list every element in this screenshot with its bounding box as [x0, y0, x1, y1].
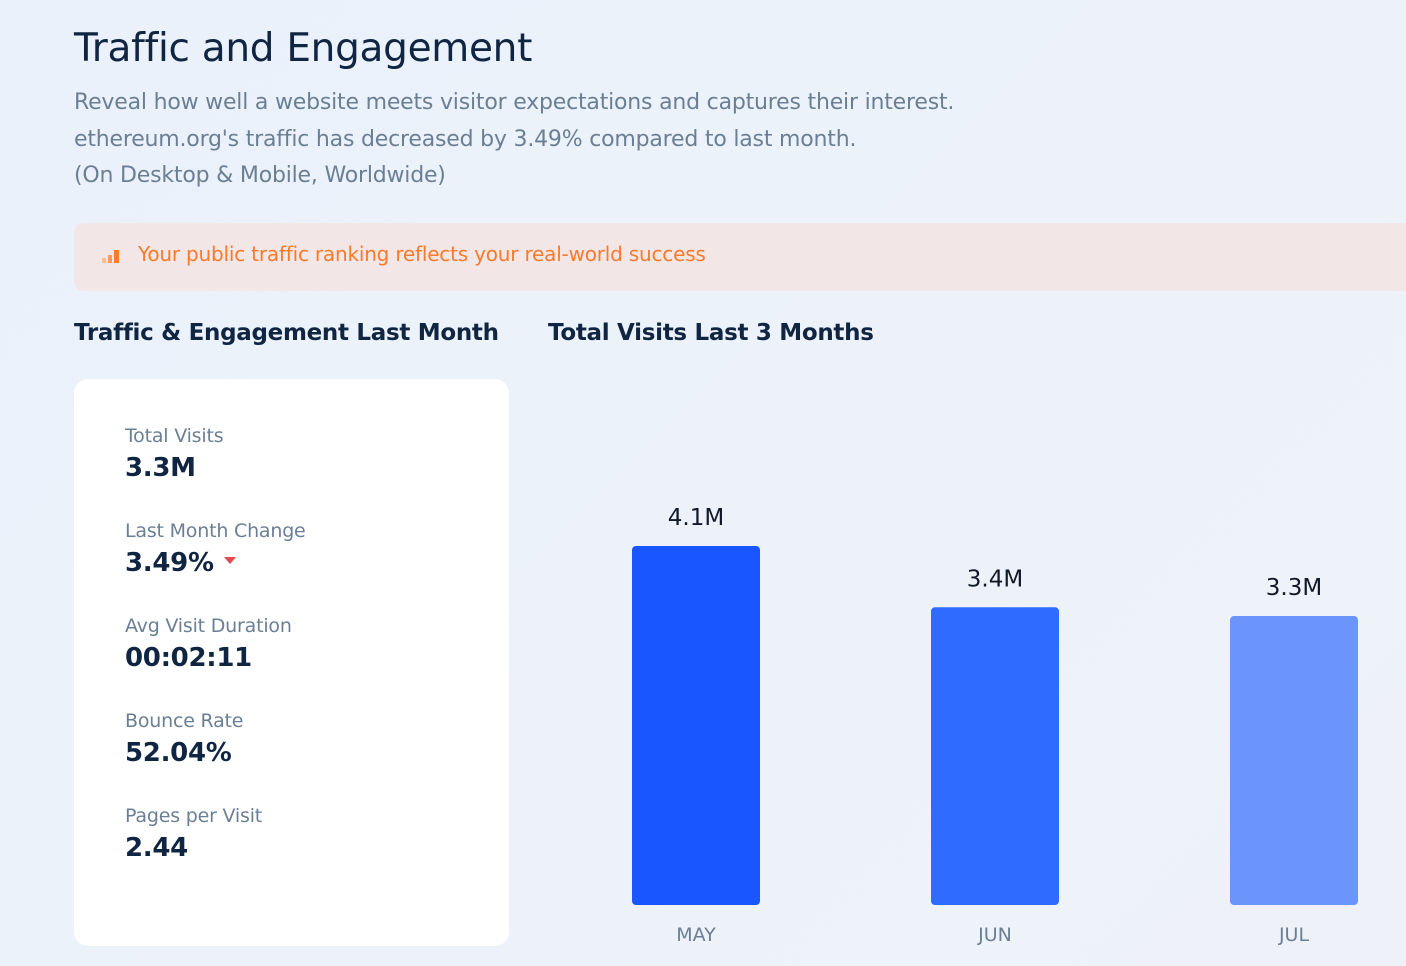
metric-bounce-rate: Bounce Rate 52.04% — [125, 710, 243, 768]
bar-rank-icon — [102, 250, 119, 263]
metric-label: Last Month Change — [125, 520, 306, 542]
bar-value-label: 3.3M — [1266, 575, 1322, 601]
trend-down-icon — [223, 557, 236, 564]
metric-value: 52.04% — [125, 738, 232, 768]
metric-value: 00:02:11 — [125, 643, 252, 673]
bar-may[interactable] — [632, 546, 760, 905]
bar-jun[interactable] — [931, 607, 1059, 905]
bar-value-label: 3.4M — [967, 566, 1023, 592]
metric-label: Total Visits — [125, 425, 224, 447]
ranking-banner-text[interactable]: Your public traffic ranking reflects you… — [138, 242, 706, 266]
metric-label: Bounce Rate — [125, 710, 244, 732]
visits-bar-chart: 4.1M MAY 3.4M JUN 3.3M JUL — [632, 505, 1358, 946]
page-subtitle: Reveal how well a website meets visitor … — [74, 90, 955, 115]
metric-value: 3.3M — [125, 453, 196, 483]
metric-pages-per-visit: Pages per Visit 2.44 — [125, 805, 262, 863]
chart-section-title: Total Visits Last 3 Months — [548, 320, 874, 346]
bar-jul[interactable] — [1230, 616, 1358, 905]
x-tick-label: MAY — [676, 924, 716, 946]
x-tick-label: JUL — [1278, 924, 1310, 946]
page-title: Traffic and Engagement — [74, 26, 533, 71]
metrics-section-title: Traffic & Engagement Last Month — [74, 320, 499, 346]
metric-value: 2.44 — [125, 833, 188, 863]
metric-total-visits: Total Visits 3.3M — [125, 425, 224, 483]
bar-value-label: 4.1M — [668, 505, 724, 531]
scope-note: (On Desktop & Mobile, Worldwide) — [74, 163, 446, 188]
metric-label: Avg Visit Duration — [125, 615, 292, 637]
metric-last-month-change: Last Month Change 3.49% — [125, 520, 306, 578]
traffic-change-summary: ethereum.org's traffic has decreased by … — [74, 127, 857, 152]
metrics-card: Total Visits 3.3M Last Month Change 3.49… — [74, 379, 509, 946]
metric-label: Pages per Visit — [125, 805, 263, 827]
x-tick-label: JUN — [977, 924, 1012, 946]
ranking-banner[interactable]: Your public traffic ranking reflects you… — [74, 223, 1406, 291]
metric-avg-visit-duration: Avg Visit Duration 00:02:11 — [125, 615, 292, 673]
metric-value-row: 3.49% — [125, 548, 306, 578]
metric-value: 3.49% — [125, 548, 214, 578]
